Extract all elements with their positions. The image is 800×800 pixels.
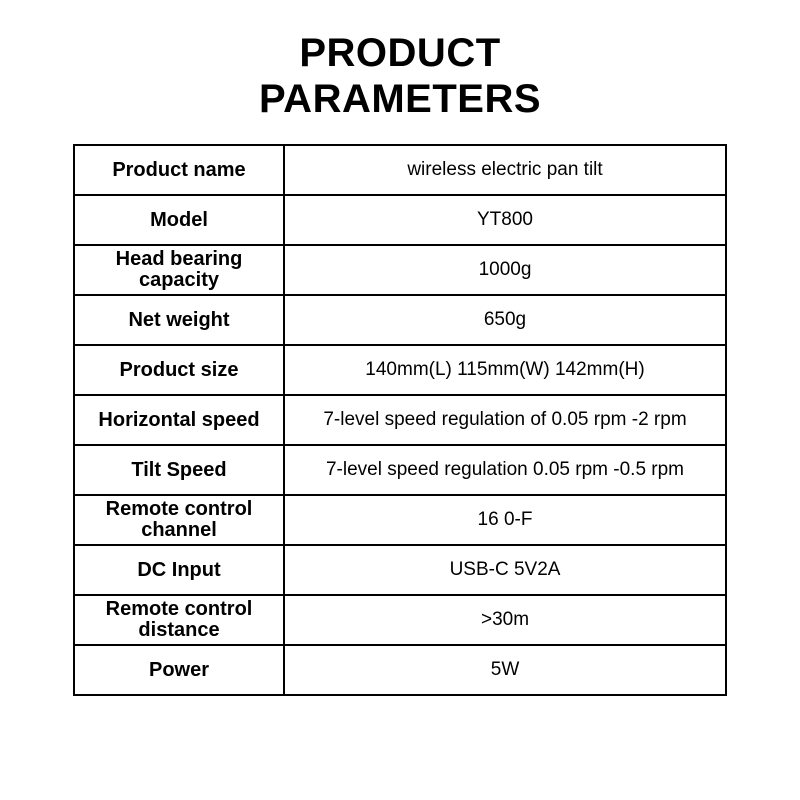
table-row: Power 5W bbox=[74, 645, 726, 695]
param-value: 5W bbox=[284, 645, 726, 695]
param-value: 140mm(L) 115mm(W) 142mm(H) bbox=[284, 345, 726, 395]
param-label: Horizontal speed bbox=[74, 395, 284, 445]
parameters-table: Product name wireless electric pan tilt … bbox=[73, 144, 727, 696]
param-label: Product name bbox=[74, 145, 284, 195]
table-row: DC Input USB-C 5V2A bbox=[74, 545, 726, 595]
table-row: Remote control channel 16 0-F bbox=[74, 495, 726, 545]
table-row: Head bearing capacity 1000g bbox=[74, 245, 726, 295]
page-title: PRODUCT PARAMETERS bbox=[0, 30, 800, 122]
param-label: Net weight bbox=[74, 295, 284, 345]
param-value: wireless electric pan tilt bbox=[284, 145, 726, 195]
param-label: Power bbox=[74, 645, 284, 695]
param-label: Tilt Speed bbox=[74, 445, 284, 495]
table-row: Tilt Speed 7-level speed regulation 0.05… bbox=[74, 445, 726, 495]
param-value: 7-level speed regulation of 0.05 rpm -2 … bbox=[284, 395, 726, 445]
param-value: 1000g bbox=[284, 245, 726, 295]
param-label: DC Input bbox=[74, 545, 284, 595]
param-label: Remote control channel bbox=[74, 495, 284, 545]
param-label: Remote control distance bbox=[74, 595, 284, 645]
table-row: Net weight 650g bbox=[74, 295, 726, 345]
title-line-2: PARAMETERS bbox=[0, 76, 800, 122]
table-row: Remote control distance >30m bbox=[74, 595, 726, 645]
param-value: 16 0-F bbox=[284, 495, 726, 545]
table-row: Horizontal speed 7-level speed regulatio… bbox=[74, 395, 726, 445]
param-value: >30m bbox=[284, 595, 726, 645]
param-value: 650g bbox=[284, 295, 726, 345]
table-row: Product name wireless electric pan tilt bbox=[74, 145, 726, 195]
param-label: Product size bbox=[74, 345, 284, 395]
table-row: Model YT800 bbox=[74, 195, 726, 245]
table-row: Product size 140mm(L) 115mm(W) 142mm(H) bbox=[74, 345, 726, 395]
param-value: YT800 bbox=[284, 195, 726, 245]
param-label: Head bearing capacity bbox=[74, 245, 284, 295]
param-value: 7-level speed regulation 0.05 rpm -0.5 r… bbox=[284, 445, 726, 495]
page: PRODUCT PARAMETERS Product name wireless… bbox=[0, 0, 800, 800]
param-value: USB-C 5V2A bbox=[284, 545, 726, 595]
param-label: Model bbox=[74, 195, 284, 245]
title-line-1: PRODUCT bbox=[0, 30, 800, 76]
